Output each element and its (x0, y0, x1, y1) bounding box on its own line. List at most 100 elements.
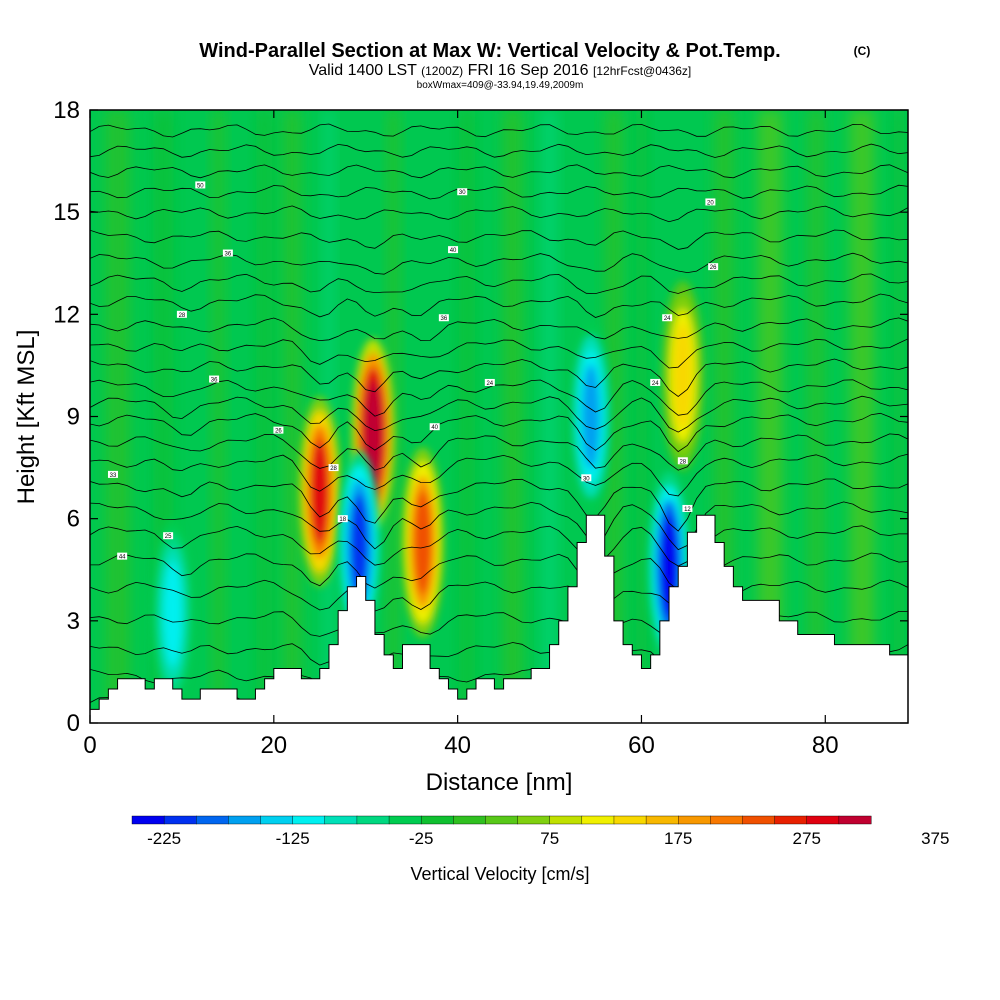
vv-cell-4 (647, 471, 691, 662)
theta-label-bg-18 (662, 314, 673, 322)
theta-contour-label: 24 (652, 381, 659, 387)
streak-9 (542, 110, 557, 723)
vv-cell-2-core (417, 514, 428, 571)
colorbar-label: Vertical Velocity [cm/s] (410, 864, 589, 884)
colorbar-swatch-6 (324, 815, 358, 825)
theta-contour-9 (90, 453, 908, 497)
colorbar-swatch-2 (196, 815, 229, 825)
colorbar-swatch-8 (388, 815, 422, 825)
theta-label-bg-15 (581, 474, 592, 482)
y-tick-label: 12 (53, 301, 80, 328)
x-axis: 0 20 40 60 80 (83, 110, 839, 759)
theta-label-bg-11 (484, 378, 495, 386)
theta-contour-label: 26 (275, 429, 282, 435)
colorbar-tick-label: -25 (409, 829, 434, 848)
theta-contour-label: 24 (486, 381, 493, 387)
colorbar-swatch-9 (420, 815, 454, 825)
theta-contour-label: 26 (710, 265, 717, 271)
vv-cell-3 (661, 280, 704, 471)
theta-label-bg-19 (650, 378, 661, 386)
theta-contour-6 (90, 525, 908, 567)
theta-contour-10 (90, 433, 908, 471)
chart-title-tag: (C) (854, 44, 871, 58)
vv-cell-6-level-3 (350, 493, 369, 599)
colorbar-swatch-22 (838, 815, 872, 825)
colorbar-swatch-18 (710, 815, 743, 825)
theta-label-bg-21 (682, 504, 693, 512)
theta-contour-label: 40 (431, 425, 438, 431)
chart-subtitle: Valid 1400 LST (1200Z) FRI 16 Sep 2016 [… (309, 62, 692, 79)
colorbar-swatch-11 (485, 815, 519, 825)
theta-contour-label: 12 (684, 507, 691, 513)
theta-contour-label: 36 (211, 378, 218, 384)
theta-contour-4 (90, 579, 908, 612)
streak-2 (212, 110, 225, 723)
colorbar-swatch-17 (678, 815, 711, 825)
y-tick-label: 3 (67, 608, 80, 635)
streak-15 (850, 110, 875, 723)
theta-label-bg-9 (448, 246, 459, 254)
streak-16 (892, 110, 905, 723)
theta-contour-23 (90, 164, 908, 179)
x-tick-label: 80 (812, 732, 839, 759)
colorbar-swatch-4 (260, 815, 294, 825)
theta-contour-7 (90, 501, 908, 551)
theta-contour-label: 28 (330, 466, 337, 472)
theta-contour-label: 36 (225, 252, 232, 258)
colorbar-tick-label: 275 (793, 829, 821, 848)
colorbar-swatch-19 (742, 815, 776, 825)
vv-cell-5 (569, 321, 613, 512)
theta-contour-13 (90, 379, 908, 417)
theta-contour-label: 40 (450, 248, 457, 254)
vv-cell-3-level-3 (674, 323, 692, 428)
theta-contour-label: 30 (459, 190, 466, 196)
plot-area: 50 36 28 36 26 33 44 25 30 40 36 24 40 28 18 30 20 26 24 24… (90, 110, 908, 723)
theta-label-bg-1 (222, 249, 233, 257)
colorbar-swatch-21 (806, 815, 840, 825)
chart-title: Wind-Parallel Section at Max W: Vertical… (199, 40, 780, 62)
theta-label-bg-14 (337, 515, 348, 523)
theta-label-bg-8 (457, 188, 468, 196)
colorbar-swatch-12 (517, 815, 551, 825)
theta-contour-label: 44 (119, 555, 126, 561)
streak-8 (502, 110, 523, 723)
y-tick-label: 18 (53, 97, 80, 124)
colorbar-swatch-13 (549, 815, 583, 825)
vv-cell-7 (151, 519, 194, 710)
y-tick-label: 9 (67, 404, 80, 431)
theta-contour-label: 18 (339, 517, 346, 523)
theta-contour-11 (90, 412, 908, 453)
colorbar-tick-label: 375 (921, 829, 949, 848)
colorbar-tick-label: 175 (664, 829, 692, 848)
colorbar-swatch-16 (645, 815, 679, 825)
theta-contour-16 (90, 317, 908, 342)
theta-contour-label: 28 (679, 459, 686, 465)
theta-contour-25 (90, 123, 908, 138)
theta-contour-18 (90, 273, 908, 295)
theta-contour-label: 36 (441, 316, 448, 322)
theta-contour-label: 20 (707, 200, 714, 206)
theta-contour-label: 33 (110, 473, 117, 479)
x-tick-label: 0 (83, 732, 96, 759)
y-tick-label: 0 (67, 710, 80, 737)
terrain (90, 514, 908, 723)
x-tick-label: 20 (260, 732, 287, 759)
theta-contour-22 (90, 184, 908, 200)
theta-label-bg-3 (209, 375, 220, 383)
theta-label-bg-2 (176, 310, 187, 318)
y-axis-label: Height [Kft MSL] (13, 330, 40, 505)
theta-contour-label: 50 (197, 183, 204, 189)
vv-cell-1-core (368, 405, 379, 462)
vv-cell-5-level-3 (582, 364, 600, 469)
theta-contour-5 (90, 552, 908, 591)
theta-contour-label: 28 (179, 313, 186, 319)
theta-label-bg-10 (438, 314, 449, 322)
theta-contour-17 (90, 293, 908, 318)
theta-label-bg-4 (273, 426, 284, 434)
theta-label-bg-5 (107, 470, 118, 478)
theta-contour-24 (90, 143, 908, 158)
theta-contour-15 (90, 338, 908, 369)
x-tick-label: 60 (628, 732, 655, 759)
